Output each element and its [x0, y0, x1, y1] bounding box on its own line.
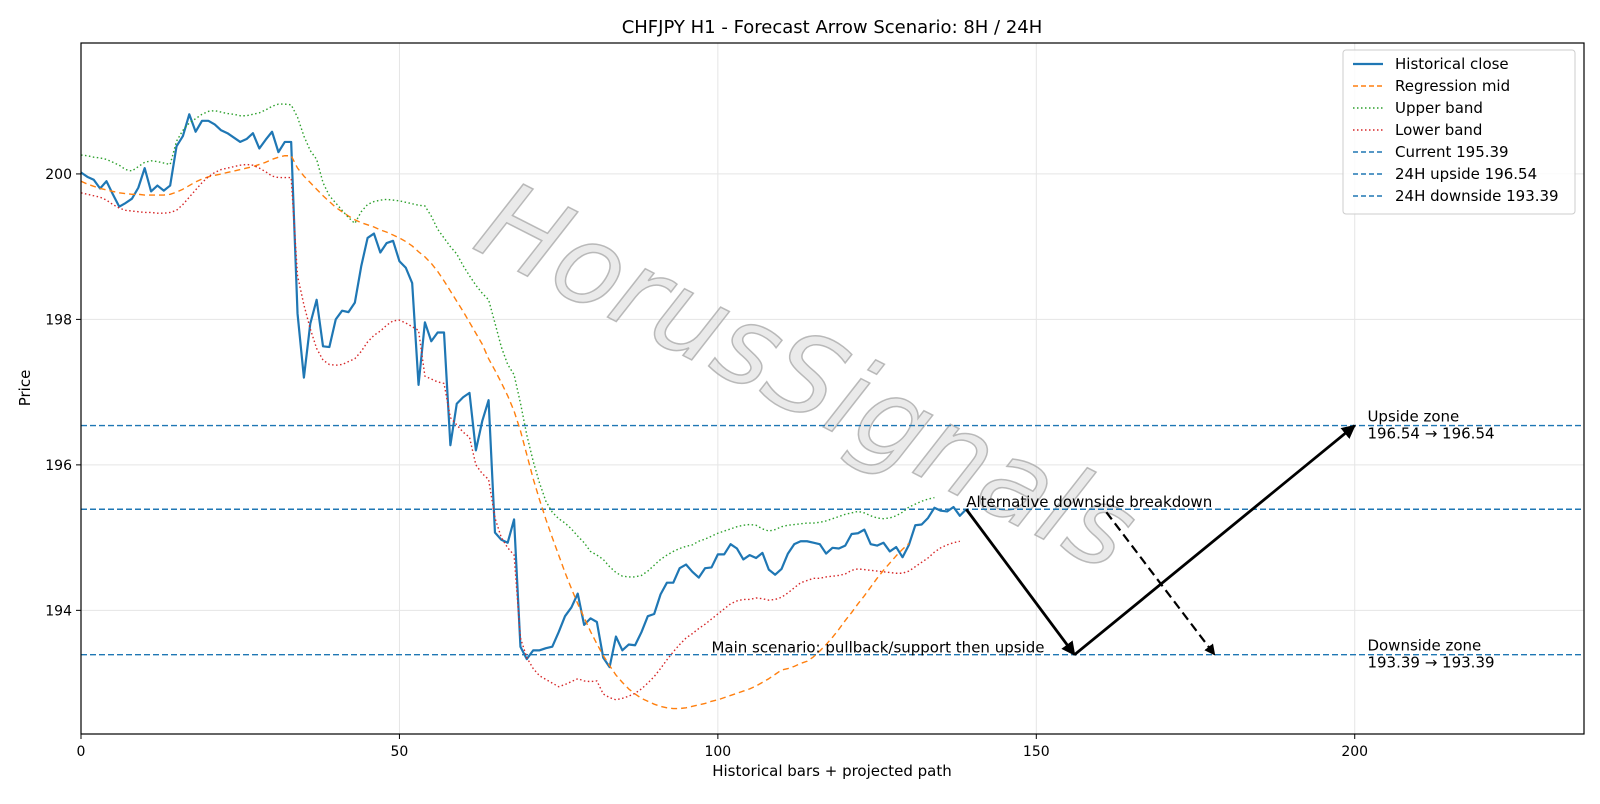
x-tick-label: 0 — [77, 744, 86, 760]
legend-label: Historical close — [1395, 55, 1509, 73]
annotation-text: Downside zone — [1367, 637, 1481, 655]
scenario-arrows — [965, 424, 1356, 656]
series-line — [81, 113, 968, 669]
annotation-text: 193.39 → 193.39 — [1367, 654, 1494, 672]
series-lines — [81, 103, 968, 710]
y-tick-label: 198 — [45, 312, 72, 328]
plot-frame — [80, 42, 1585, 735]
legend-label: Regression mid — [1395, 77, 1510, 95]
x-tick-label: 150 — [1023, 744, 1050, 760]
series-line — [81, 155, 910, 710]
scenario-arrow — [965, 508, 1076, 656]
scenario-arrow — [1073, 424, 1356, 656]
annotation-text: Main scenario: pullback/support then ups… — [711, 639, 1044, 657]
annotation-text: 196.54 → 196.54 — [1367, 425, 1494, 443]
x-tick-label: 200 — [1341, 744, 1368, 760]
annotation-text: Alternative downside breakdown — [966, 493, 1212, 511]
legend-label: 24H downside 193.39 — [1395, 187, 1559, 205]
y-tick-label: 196 — [45, 458, 72, 474]
legend-label: 24H upside 196.54 — [1395, 165, 1537, 183]
watermark-group: HorusSignals — [458, 156, 1157, 597]
x-tick-label: 50 — [391, 744, 409, 760]
scenario-arrow — [1105, 511, 1216, 656]
legend: Historical close Regression mid Upper band… — [1342, 49, 1576, 215]
reference-lines — [81, 424, 1584, 656]
watermark-text: HorusSignals — [459, 156, 1156, 596]
y-tick-label: 194 — [45, 603, 72, 619]
legend-label: Current 195.39 — [1395, 143, 1509, 161]
annotation-text: Upside zone — [1367, 408, 1459, 426]
chart-title: CHFJPY H1 - Forecast Arrow Scenario: 8H … — [622, 17, 1043, 38]
y-axis-label: Price — [16, 370, 34, 407]
legend-box — [1342, 49, 1576, 215]
watermark: HorusSignals — [458, 156, 1157, 597]
x-axis-label: Historical bars + projected path — [712, 762, 952, 780]
grid — [80, 43, 1584, 734]
legend-label: Lower band — [1395, 121, 1482, 139]
axis-ticks: 0 50 100 150 200 194 196 198 200 — [45, 167, 1368, 760]
legend-label: Upper band — [1395, 99, 1483, 117]
y-tick-label: 200 — [45, 167, 72, 183]
x-tick-label: 100 — [704, 744, 731, 760]
